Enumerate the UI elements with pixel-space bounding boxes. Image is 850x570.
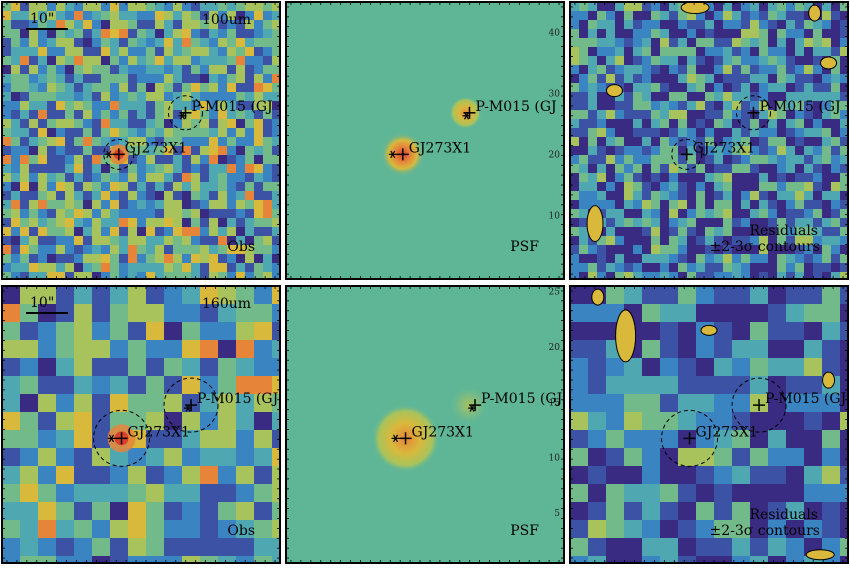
- aperture-circle: [103, 138, 135, 170]
- residual-contour: [700, 324, 718, 336]
- panel-obs-160um: P-M015 (GJ GJ273X1 Obs 10" 160um: [1, 285, 281, 564]
- panel-label: Obs: [227, 239, 255, 255]
- panel-psf-100um: 40 30 20 10 P-M015 (GJ GJ273X1 PSF: [285, 1, 565, 280]
- residual-contour: [615, 309, 637, 363]
- panel-obs-100um: P-M015 (GJ GJ273X1 Obs 10" 100um: [1, 1, 281, 280]
- source-label: GJ273X1: [409, 140, 471, 156]
- source-label: GJ273X1: [696, 424, 758, 440]
- band-label: 160um: [202, 296, 251, 312]
- panel-psf-160um: 25 20 15 10 5 P-M015 (GJ GJ273X1 PSF: [285, 285, 565, 564]
- y-tick-label: 40: [549, 28, 561, 38]
- panel-label: ±2-3σ contours: [709, 523, 820, 539]
- source-label: P-M015 (GJ: [765, 391, 846, 407]
- residual-contour: [805, 549, 835, 561]
- aperture-circle: [661, 409, 719, 467]
- psf-background: [286, 2, 564, 279]
- y-tick-label: 5: [554, 509, 560, 519]
- tick-marks: [286, 2, 564, 279]
- psf-image: [286, 286, 564, 563]
- y-tick-label: 25: [549, 288, 561, 298]
- panel-frame: [1, 1, 281, 280]
- source-marker-pm015: P-M015 (GJ: [735, 95, 841, 131]
- panel-frame: [569, 1, 849, 280]
- source-marker-pm015: P-M015 (GJ: [462, 99, 557, 120]
- panel-residuals-100um: P-M015 (GJ GJ273X1 Residuals±2-3σ contours: [569, 1, 849, 280]
- panel-label: Residuals: [750, 507, 818, 523]
- source-marker-gj273x1: GJ273X1: [671, 138, 755, 170]
- residuals-image: [570, 2, 848, 279]
- residual-contour: [680, 2, 710, 15]
- residual-contour: [605, 84, 623, 98]
- band-label: 100um: [202, 12, 251, 28]
- scale-bar-label: 10": [30, 295, 54, 311]
- source-marker-pm015: P-M015 (GJ: [163, 377, 278, 433]
- residual-contour: [822, 371, 836, 389]
- star-mark: [393, 434, 399, 443]
- y-tick-label: 15: [549, 398, 561, 408]
- source-marker-pm015: P-M015 (GJ: [731, 377, 846, 433]
- panel-label: Obs: [227, 523, 255, 539]
- residual-contour: [820, 56, 838, 70]
- residual-contour: [586, 205, 604, 243]
- source-label: GJ273X1: [125, 140, 187, 156]
- panel-label: PSF: [510, 523, 539, 539]
- source-label: P-M015 (GJ: [475, 99, 556, 115]
- residual-contour: [808, 4, 822, 22]
- obs-image: [2, 286, 280, 563]
- y-tick-label: 10: [549, 454, 561, 464]
- source-label: P-M015 (GJ: [759, 99, 840, 115]
- panel-label: PSF: [510, 239, 539, 255]
- panel-frame: [1, 285, 281, 564]
- panel-frame: [285, 285, 565, 564]
- aperture-circle: [167, 95, 203, 131]
- source-marker-gj273x1: GJ273X1: [93, 409, 190, 467]
- panel-label: Residuals: [750, 223, 818, 239]
- panel-frame: [569, 285, 849, 564]
- row-160um: P-M015 (GJ GJ273X1 Obs 10" 160um 25 20 15 10 5 P-M…: [1, 285, 849, 564]
- source-label: P-M015 (GJ: [191, 99, 272, 115]
- source-marker-pm015: P-M015 (GJ: [167, 95, 273, 131]
- residuals-image: [570, 286, 848, 563]
- star-mark: [109, 434, 115, 443]
- y-tick-label: 10: [549, 211, 561, 221]
- aperture-circle: [735, 95, 771, 131]
- star-mark: [463, 112, 469, 120]
- aperture-circle: [93, 409, 151, 467]
- star-mark: [179, 112, 185, 120]
- source-marker-gj273x1: GJ273X1: [661, 409, 758, 467]
- aperture-circle: [731, 377, 787, 433]
- source-label: GJ273X1: [693, 140, 755, 156]
- source-label: P-M015 (GJ: [197, 391, 278, 407]
- panel-residuals-160um: P-M015 (GJ GJ273X1 Residuals±2-3σ contours: [569, 285, 849, 564]
- aperture-circle: [163, 377, 219, 433]
- scale-bar-label: 10": [30, 11, 54, 27]
- y-tick-label: 30: [549, 89, 561, 99]
- source-label: GJ273X1: [128, 424, 190, 440]
- source-marker-pm015: P-M015 (GJ: [468, 391, 562, 412]
- y-tick-label: 20: [549, 343, 561, 353]
- panel-frame: [285, 1, 565, 280]
- source-label: P-M015 (GJ: [481, 391, 562, 407]
- panel-label: ±2-3σ contours: [709, 239, 820, 255]
- row-100um: P-M015 (GJ GJ273X1 Obs 10" 100um 40 30 20 10 P-M0…: [1, 1, 849, 280]
- aperture-circle: [671, 138, 703, 170]
- obs-image: [2, 2, 280, 279]
- star-mark: [106, 150, 112, 159]
- residual-contour: [591, 288, 605, 306]
- y-tick-label: 20: [549, 150, 561, 160]
- star-mark: [469, 404, 475, 412]
- source-marker-gj273x1: GJ273X1: [391, 424, 474, 445]
- source-label: GJ273X1: [412, 424, 474, 440]
- star-mark: [185, 404, 191, 412]
- source-marker-gj273x1: GJ273X1: [103, 138, 187, 170]
- star-mark: [390, 150, 396, 159]
- psf-image: [286, 2, 564, 279]
- source-marker-gj273x1: GJ273X1: [388, 140, 471, 161]
